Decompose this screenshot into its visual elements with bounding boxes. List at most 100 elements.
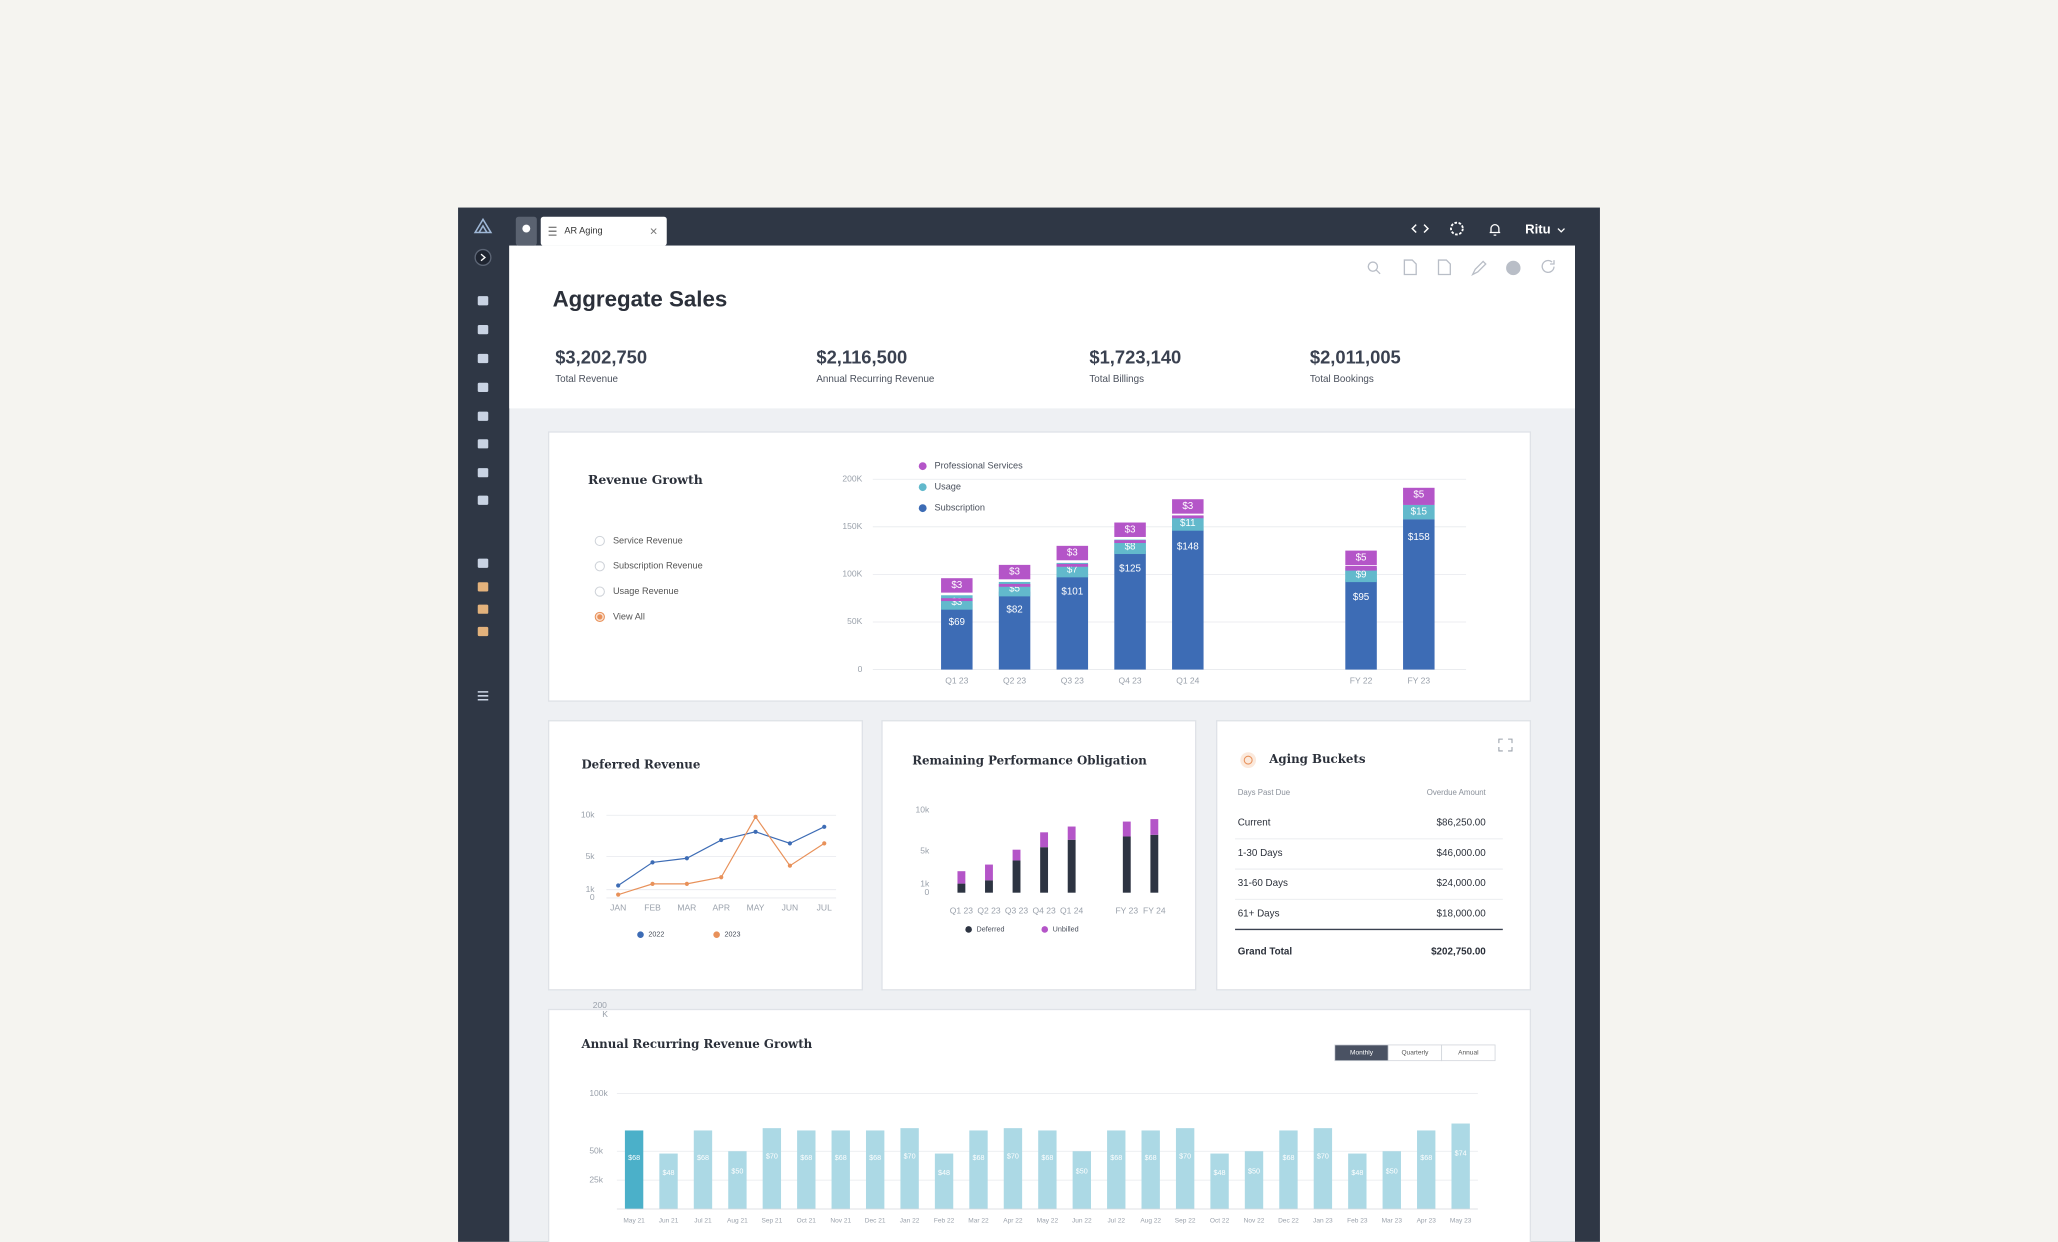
bar	[865, 1130, 885, 1209]
x-tick-label: FY 22	[1350, 676, 1373, 686]
x-tick-label: Dec 22	[1278, 1218, 1299, 1225]
radio-label[interactable]: View All	[613, 611, 645, 621]
radio[interactable]	[594, 586, 605, 597]
bar	[624, 1130, 644, 1209]
sidebar-icon[interactable]	[477, 296, 489, 306]
edit-icon[interactable]	[1471, 260, 1487, 276]
segment-button[interactable]	[1441, 1044, 1496, 1062]
x-tick-label: Feb 23	[1347, 1218, 1368, 1225]
user-chevron[interactable]	[1557, 228, 1565, 233]
y-tick-label: 100k	[589, 1088, 608, 1098]
radio[interactable]	[594, 561, 605, 572]
value-label: $50	[1248, 1166, 1260, 1175]
tab[interactable]	[540, 216, 667, 246]
bar	[1417, 1130, 1436, 1209]
sidebar-icon[interactable]	[477, 582, 489, 592]
x-tick-label: MAY	[747, 903, 765, 913]
x-tick-label: JUN	[782, 903, 799, 913]
settings-icon[interactable]	[1450, 221, 1464, 236]
bar	[1175, 1128, 1195, 1209]
sidebar-toggle[interactable]	[474, 248, 492, 266]
sidebar-icon[interactable]	[477, 439, 489, 449]
user-menu[interactable]: Ritu	[1525, 221, 1550, 236]
bar-segment	[941, 603, 973, 670]
card-title: Aging Buckets	[1268, 752, 1366, 766]
segment-label[interactable]: Annual	[1458, 1050, 1479, 1057]
radio-label[interactable]: Subscription Revenue	[613, 561, 703, 571]
value-label: $3	[951, 580, 962, 591]
x-tick-label: Jan 23	[1313, 1218, 1333, 1225]
code-icon[interactable]	[1411, 224, 1430, 234]
value-label-box	[1403, 504, 1435, 520]
search-handle	[1375, 269, 1381, 275]
value-label: $7	[1067, 565, 1078, 576]
legend-swatch	[965, 926, 972, 933]
bell-icon[interactable]	[1489, 223, 1501, 236]
total-amount: $202,750.00	[1431, 946, 1486, 957]
bar	[1038, 1130, 1057, 1209]
bar	[1279, 1130, 1298, 1209]
info-icon[interactable]	[1506, 260, 1521, 276]
pin-icon	[522, 224, 531, 233]
x-tick-label: Jun 22	[1072, 1218, 1092, 1225]
segment-label[interactable]: Monthly	[1350, 1050, 1374, 1057]
download-icon[interactable]	[1437, 259, 1451, 276]
radio-label[interactable]: Usage Revenue	[613, 586, 679, 596]
y-tick-label: 0	[925, 887, 930, 897]
tab-label[interactable]: AR Aging	[564, 226, 602, 236]
bar-segment	[1056, 563, 1089, 567]
tab-close[interactable]	[650, 228, 657, 235]
x-tick-label: JAN	[610, 903, 626, 913]
radio[interactable]	[594, 535, 605, 547]
x-tick-label: Oct 21	[797, 1218, 817, 1225]
bar-segment	[1403, 500, 1435, 505]
y-tick-label: 150K	[842, 521, 862, 531]
value-label: $5	[1356, 552, 1367, 563]
value-label-box	[1403, 487, 1435, 503]
segment-label[interactable]: Quarterly	[1401, 1050, 1429, 1057]
y-tick-label: 5k	[586, 851, 596, 861]
sidebar-icon[interactable]	[477, 626, 489, 637]
sidebar-icon[interactable]	[477, 382, 489, 392]
x-tick-label: JUL	[817, 903, 832, 913]
value-label-box	[1172, 499, 1204, 514]
radio-label[interactable]: Service Revenue	[613, 535, 683, 545]
sidebar-icon[interactable]	[477, 604, 489, 614]
x-tick-label: Q1 24	[1060, 905, 1083, 915]
bar	[762, 1128, 782, 1209]
sidebar-icon[interactable]	[477, 495, 489, 505]
point	[787, 863, 793, 868]
x-tick-label: FY 24	[1143, 905, 1166, 915]
sidebar-icon[interactable]	[477, 411, 489, 421]
value-label: $48	[663, 1168, 675, 1177]
point	[616, 883, 621, 888]
toolbar	[1367, 259, 1555, 276]
sidebar-icon[interactable]	[477, 353, 489, 364]
bar	[693, 1130, 713, 1209]
sidebar-icon[interactable]	[477, 468, 489, 478]
y-tick-label: 200K	[842, 474, 862, 484]
x-tick-label: Q3 23	[1061, 676, 1084, 686]
value-label: $69	[949, 617, 965, 628]
sidebar-icon[interactable]	[477, 325, 489, 335]
sidebar-menu-icon[interactable]	[477, 691, 489, 701]
expand-icon[interactable]	[1498, 738, 1513, 752]
kpi-label: Total Bookings	[1310, 374, 1374, 385]
search-icon[interactable]	[1367, 261, 1379, 272]
bar	[797, 1130, 816, 1209]
point	[822, 824, 827, 829]
x-tick-label: Apr 23	[1417, 1218, 1437, 1225]
legend-swatch	[637, 931, 644, 938]
value-label: $68	[1420, 1153, 1432, 1162]
value-label: $68	[1282, 1153, 1294, 1162]
sidebar-icon[interactable]	[477, 558, 489, 568]
value-label: $68	[835, 1153, 847, 1162]
row-label: 61+ Days	[1238, 908, 1280, 919]
export-icon[interactable]	[1403, 259, 1417, 276]
x-tick-label: FY 23	[1115, 905, 1138, 915]
value-label: $101	[1061, 586, 1083, 597]
value-label: $68	[972, 1153, 984, 1162]
refresh-icon[interactable]	[1541, 259, 1555, 273]
card-deferred-revenue	[547, 720, 863, 991]
